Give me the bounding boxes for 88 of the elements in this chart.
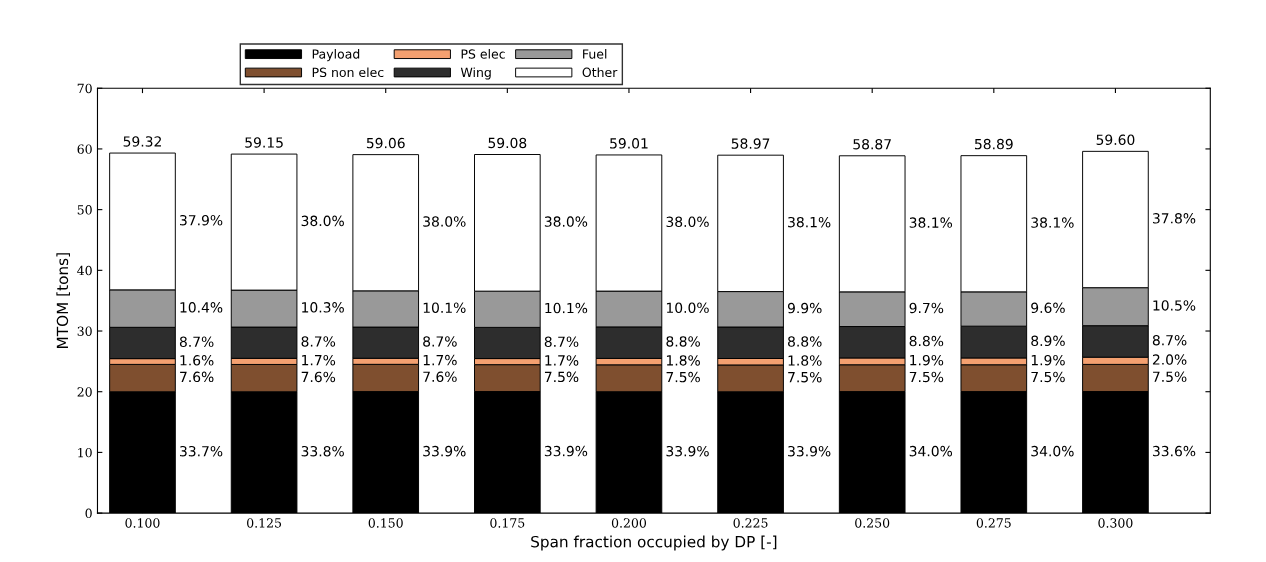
total-label: 59.32 bbox=[123, 136, 161, 147]
annotation: 33.9% bbox=[423, 445, 466, 457]
annotation: 1.7% bbox=[545, 355, 579, 366]
annotation: 38.0% bbox=[423, 216, 466, 227]
annotation: 33.6% bbox=[1152, 445, 1196, 457]
annotation: 10.0% bbox=[666, 302, 709, 314]
annotation: 10.5% bbox=[1153, 300, 1196, 311]
annotation: 1.6% bbox=[180, 355, 214, 366]
annotation: 10.3% bbox=[302, 302, 344, 313]
annotation: 38.0% bbox=[301, 215, 344, 227]
annotation: 37.8% bbox=[1152, 213, 1196, 224]
annotation: 1.9% bbox=[910, 354, 944, 366]
y-tick-label: 10 bbox=[78, 447, 92, 458]
annotation: 9.7% bbox=[909, 302, 944, 314]
total-label: 58.89 bbox=[975, 138, 1013, 150]
y-tick-label: 70 bbox=[77, 83, 92, 94]
total-label: 58.97 bbox=[731, 138, 770, 149]
x-tick-label: 0.150 bbox=[368, 518, 403, 528]
annotation: 7.6% bbox=[180, 371, 214, 383]
annotation: 8.8% bbox=[909, 335, 944, 347]
annotation: 10.1% bbox=[423, 302, 466, 313]
annotation: 8.9% bbox=[1031, 335, 1065, 347]
annotation: 1.7% bbox=[423, 354, 457, 366]
annotation: 38.1% bbox=[1031, 217, 1074, 228]
annotation: 1.8% bbox=[666, 355, 700, 366]
annotation: 7.5% bbox=[1031, 371, 1065, 383]
x-tick-label: 0.100 bbox=[125, 518, 160, 528]
annotation: 38.1% bbox=[788, 216, 831, 228]
annotation: 1.8% bbox=[788, 355, 822, 366]
annotation: 7.5% bbox=[1153, 371, 1187, 382]
legend-label: Other bbox=[582, 67, 618, 78]
annotation: 9.9% bbox=[787, 302, 822, 314]
x-tick-label: 0.300 bbox=[1098, 518, 1133, 528]
y-tick-label: 40 bbox=[77, 265, 92, 276]
y-tick-label: 50 bbox=[77, 205, 92, 215]
annotation: 1.9% bbox=[1031, 354, 1065, 366]
annotation: 33.8% bbox=[301, 445, 344, 457]
annotation: 7.5% bbox=[909, 371, 944, 383]
total-label: 59.01 bbox=[610, 138, 648, 149]
annotation: 38.0% bbox=[544, 216, 588, 227]
annotation: 33.9% bbox=[788, 445, 831, 457]
total-label: 59.15 bbox=[245, 137, 283, 148]
annotation: 1.7% bbox=[302, 354, 336, 366]
annotation: 33.9% bbox=[666, 445, 709, 457]
annotation: 9.6% bbox=[1031, 302, 1065, 314]
y-tick-label: 0 bbox=[85, 508, 92, 519]
legend-label: Payload bbox=[312, 49, 360, 62]
annotation: 7.6% bbox=[301, 371, 336, 383]
annotation: 33.7% bbox=[180, 445, 223, 457]
total-label: 59.06 bbox=[366, 137, 405, 149]
annotation: 37.9% bbox=[180, 214, 223, 226]
total-label: 58.87 bbox=[853, 138, 891, 150]
x-tick-label: 0.175 bbox=[490, 518, 525, 528]
legend-label: Wing bbox=[460, 67, 491, 80]
annotation: 38.0% bbox=[666, 216, 709, 228]
annotation: 38.1% bbox=[909, 217, 953, 228]
total-label: 59.60 bbox=[1096, 134, 1135, 146]
annotation: 8.7% bbox=[1152, 334, 1187, 346]
annotation: 7.5% bbox=[666, 371, 700, 383]
total-label: 59.08 bbox=[488, 137, 527, 149]
x-tick-label: 0.200 bbox=[611, 518, 647, 528]
annotation: 7.5% bbox=[788, 371, 822, 383]
annotation: 10.1% bbox=[545, 302, 588, 314]
annotation: 2.0% bbox=[1152, 354, 1187, 365]
y-tick-label: 60 bbox=[77, 144, 92, 154]
annotation: 34.0% bbox=[1031, 445, 1074, 457]
annotation: 10.4% bbox=[180, 302, 223, 313]
annotation: 33.9% bbox=[544, 445, 588, 457]
annotation: 34.0% bbox=[909, 445, 953, 457]
legend-label: Fuel bbox=[583, 49, 607, 59]
legend-label: PS elec bbox=[461, 49, 505, 59]
annotation: 7.5% bbox=[544, 371, 579, 383]
x-tick-label: 0.225 bbox=[733, 518, 768, 528]
annotation: 8.7% bbox=[179, 336, 214, 348]
y-axis-title: MTOM [tons] bbox=[56, 253, 70, 348]
annotation: 8.8% bbox=[788, 336, 822, 347]
legend-label: PS non elec bbox=[312, 67, 384, 78]
x-tick-label: 0.125 bbox=[247, 518, 282, 528]
x-tick-label: 0.250 bbox=[855, 518, 890, 528]
annotation: 8.7% bbox=[423, 336, 457, 347]
annotation: 8.7% bbox=[301, 336, 336, 347]
y-tick-label: 20 bbox=[77, 387, 92, 397]
annotation: 8.8% bbox=[666, 336, 700, 347]
annotation: 8.7% bbox=[544, 336, 579, 348]
x-tick-label: 0.275 bbox=[976, 518, 1011, 528]
y-tick-label: 30 bbox=[77, 326, 92, 336]
x-axis-title: Span fraction occupied by DP [-] bbox=[531, 535, 777, 551]
annotation: 7.6% bbox=[423, 371, 457, 382]
